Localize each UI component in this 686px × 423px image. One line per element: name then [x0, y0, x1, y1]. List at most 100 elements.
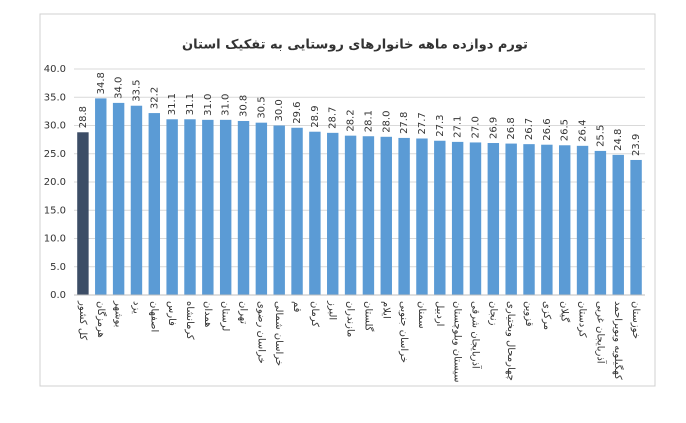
y-tick-label: 0.0 — [50, 290, 66, 301]
value-label: 26.5 — [560, 119, 571, 141]
value-label: 34.8 — [96, 72, 107, 94]
x-tick-label: کرمان — [309, 301, 320, 327]
x-tick-label: خراسان رضوی — [255, 301, 266, 364]
value-label: 27.1 — [453, 116, 464, 138]
x-tick-label: اردبیل — [434, 301, 445, 326]
x-tick-label: خوزستان — [630, 301, 641, 339]
x-tick-label: گیلان — [559, 301, 571, 322]
bar — [291, 127, 303, 295]
x-tick-label: سمنان — [416, 301, 427, 329]
y-tick-label: 10.0 — [44, 234, 66, 245]
value-label: 31.0 — [203, 94, 214, 116]
bar — [166, 119, 178, 295]
bar — [630, 159, 642, 295]
bar — [327, 132, 339, 295]
bar — [398, 137, 410, 295]
x-tick-label: گلستان — [362, 301, 374, 332]
x-tick-label: کردستان — [577, 301, 588, 338]
bar — [541, 144, 553, 295]
bar — [362, 136, 375, 295]
bar — [255, 122, 268, 295]
x-tick-label: کل کشور — [77, 300, 88, 340]
x-tick-label: همدان — [202, 301, 213, 327]
value-label: 26.9 — [488, 117, 499, 139]
x-tick-label: مرکزی — [541, 301, 552, 330]
chart-title: تورم دوازده ماهه خانوارهای روستایی به تف… — [182, 38, 528, 53]
value-label: 26.8 — [506, 117, 517, 139]
value-label: 27.0 — [470, 116, 481, 138]
x-tick-label: هرمزگان — [95, 301, 107, 338]
value-label: 30.5 — [256, 96, 267, 118]
x-tick-label: قم — [291, 301, 302, 313]
bar — [77, 132, 89, 295]
bar — [434, 140, 446, 295]
bar — [112, 102, 125, 296]
bar — [273, 125, 285, 295]
x-tick-label: کرمانشاه — [184, 301, 195, 340]
bar — [523, 144, 535, 295]
x-tick-label: فارس — [166, 301, 177, 326]
bar — [237, 120, 250, 295]
value-label: 24.8 — [613, 129, 624, 151]
x-tick-label: کهگیلویه وبویراحمد — [612, 301, 624, 380]
bar — [505, 143, 517, 295]
value-label: 27.7 — [417, 112, 428, 134]
value-label: 23.9 — [631, 134, 642, 156]
value-label: 26.7 — [524, 118, 535, 140]
bar — [416, 138, 428, 295]
x-tick-label: چهارمحال وبختیاری — [505, 301, 516, 381]
bar — [558, 145, 571, 295]
value-label: 26.6 — [542, 118, 553, 140]
y-tick-label: 25.0 — [44, 149, 66, 160]
value-label: 27.8 — [399, 112, 410, 134]
bar — [594, 150, 607, 295]
value-label: 29.6 — [292, 101, 303, 123]
bar — [130, 105, 143, 295]
value-label: 31.1 — [185, 93, 196, 115]
x-tick-label: خراسان شمالی — [273, 301, 284, 366]
bar — [380, 136, 392, 295]
value-label: 28.1 — [363, 110, 374, 132]
y-tick-label: 30.0 — [44, 121, 66, 132]
value-label: 30.0 — [274, 99, 285, 121]
x-tick-label: ایلام — [380, 301, 391, 319]
bar — [469, 142, 482, 295]
y-tick-label: 35.0 — [44, 92, 66, 103]
bar — [451, 141, 464, 295]
bar — [184, 119, 196, 295]
value-label: 31.0 — [221, 94, 232, 116]
value-label: 28.8 — [78, 106, 89, 128]
bar — [576, 145, 589, 295]
value-label: 28.7 — [328, 107, 339, 129]
value-label: 28.0 — [381, 111, 392, 133]
y-tick-label: 15.0 — [44, 205, 66, 216]
x-tick-label: البرز — [327, 300, 338, 320]
x-tick-label: بوشهر — [113, 300, 124, 327]
bar — [309, 131, 321, 295]
bar — [219, 119, 232, 295]
value-label: 30.8 — [239, 95, 250, 117]
x-tick-label: آذربایجان غربی — [594, 301, 607, 365]
x-tick-label: مازندران — [345, 301, 356, 337]
value-label: 26.4 — [578, 120, 589, 142]
bar — [148, 113, 161, 295]
y-tick-label: 40.0 — [44, 64, 66, 75]
x-tick-label: لرستان — [220, 301, 231, 331]
y-tick-label: 5.0 — [50, 262, 66, 273]
bar — [202, 119, 214, 295]
value-label: 28.9 — [310, 105, 321, 127]
value-label: 27.3 — [435, 114, 446, 136]
bar — [344, 135, 357, 295]
x-tick-label: یزد — [130, 301, 141, 314]
value-label: 33.5 — [131, 79, 142, 101]
x-tick-label: خراسان جنوبی — [398, 301, 409, 363]
bar — [487, 143, 500, 295]
value-label: 28.2 — [346, 109, 357, 131]
value-label: 34.0 — [114, 77, 125, 99]
x-tick-label: قزوین — [523, 301, 534, 327]
x-tick-label: تهران — [238, 301, 249, 324]
y-tick-label: 20.0 — [44, 177, 66, 188]
value-label: 25.5 — [595, 125, 606, 147]
value-label: 32.2 — [149, 87, 160, 109]
